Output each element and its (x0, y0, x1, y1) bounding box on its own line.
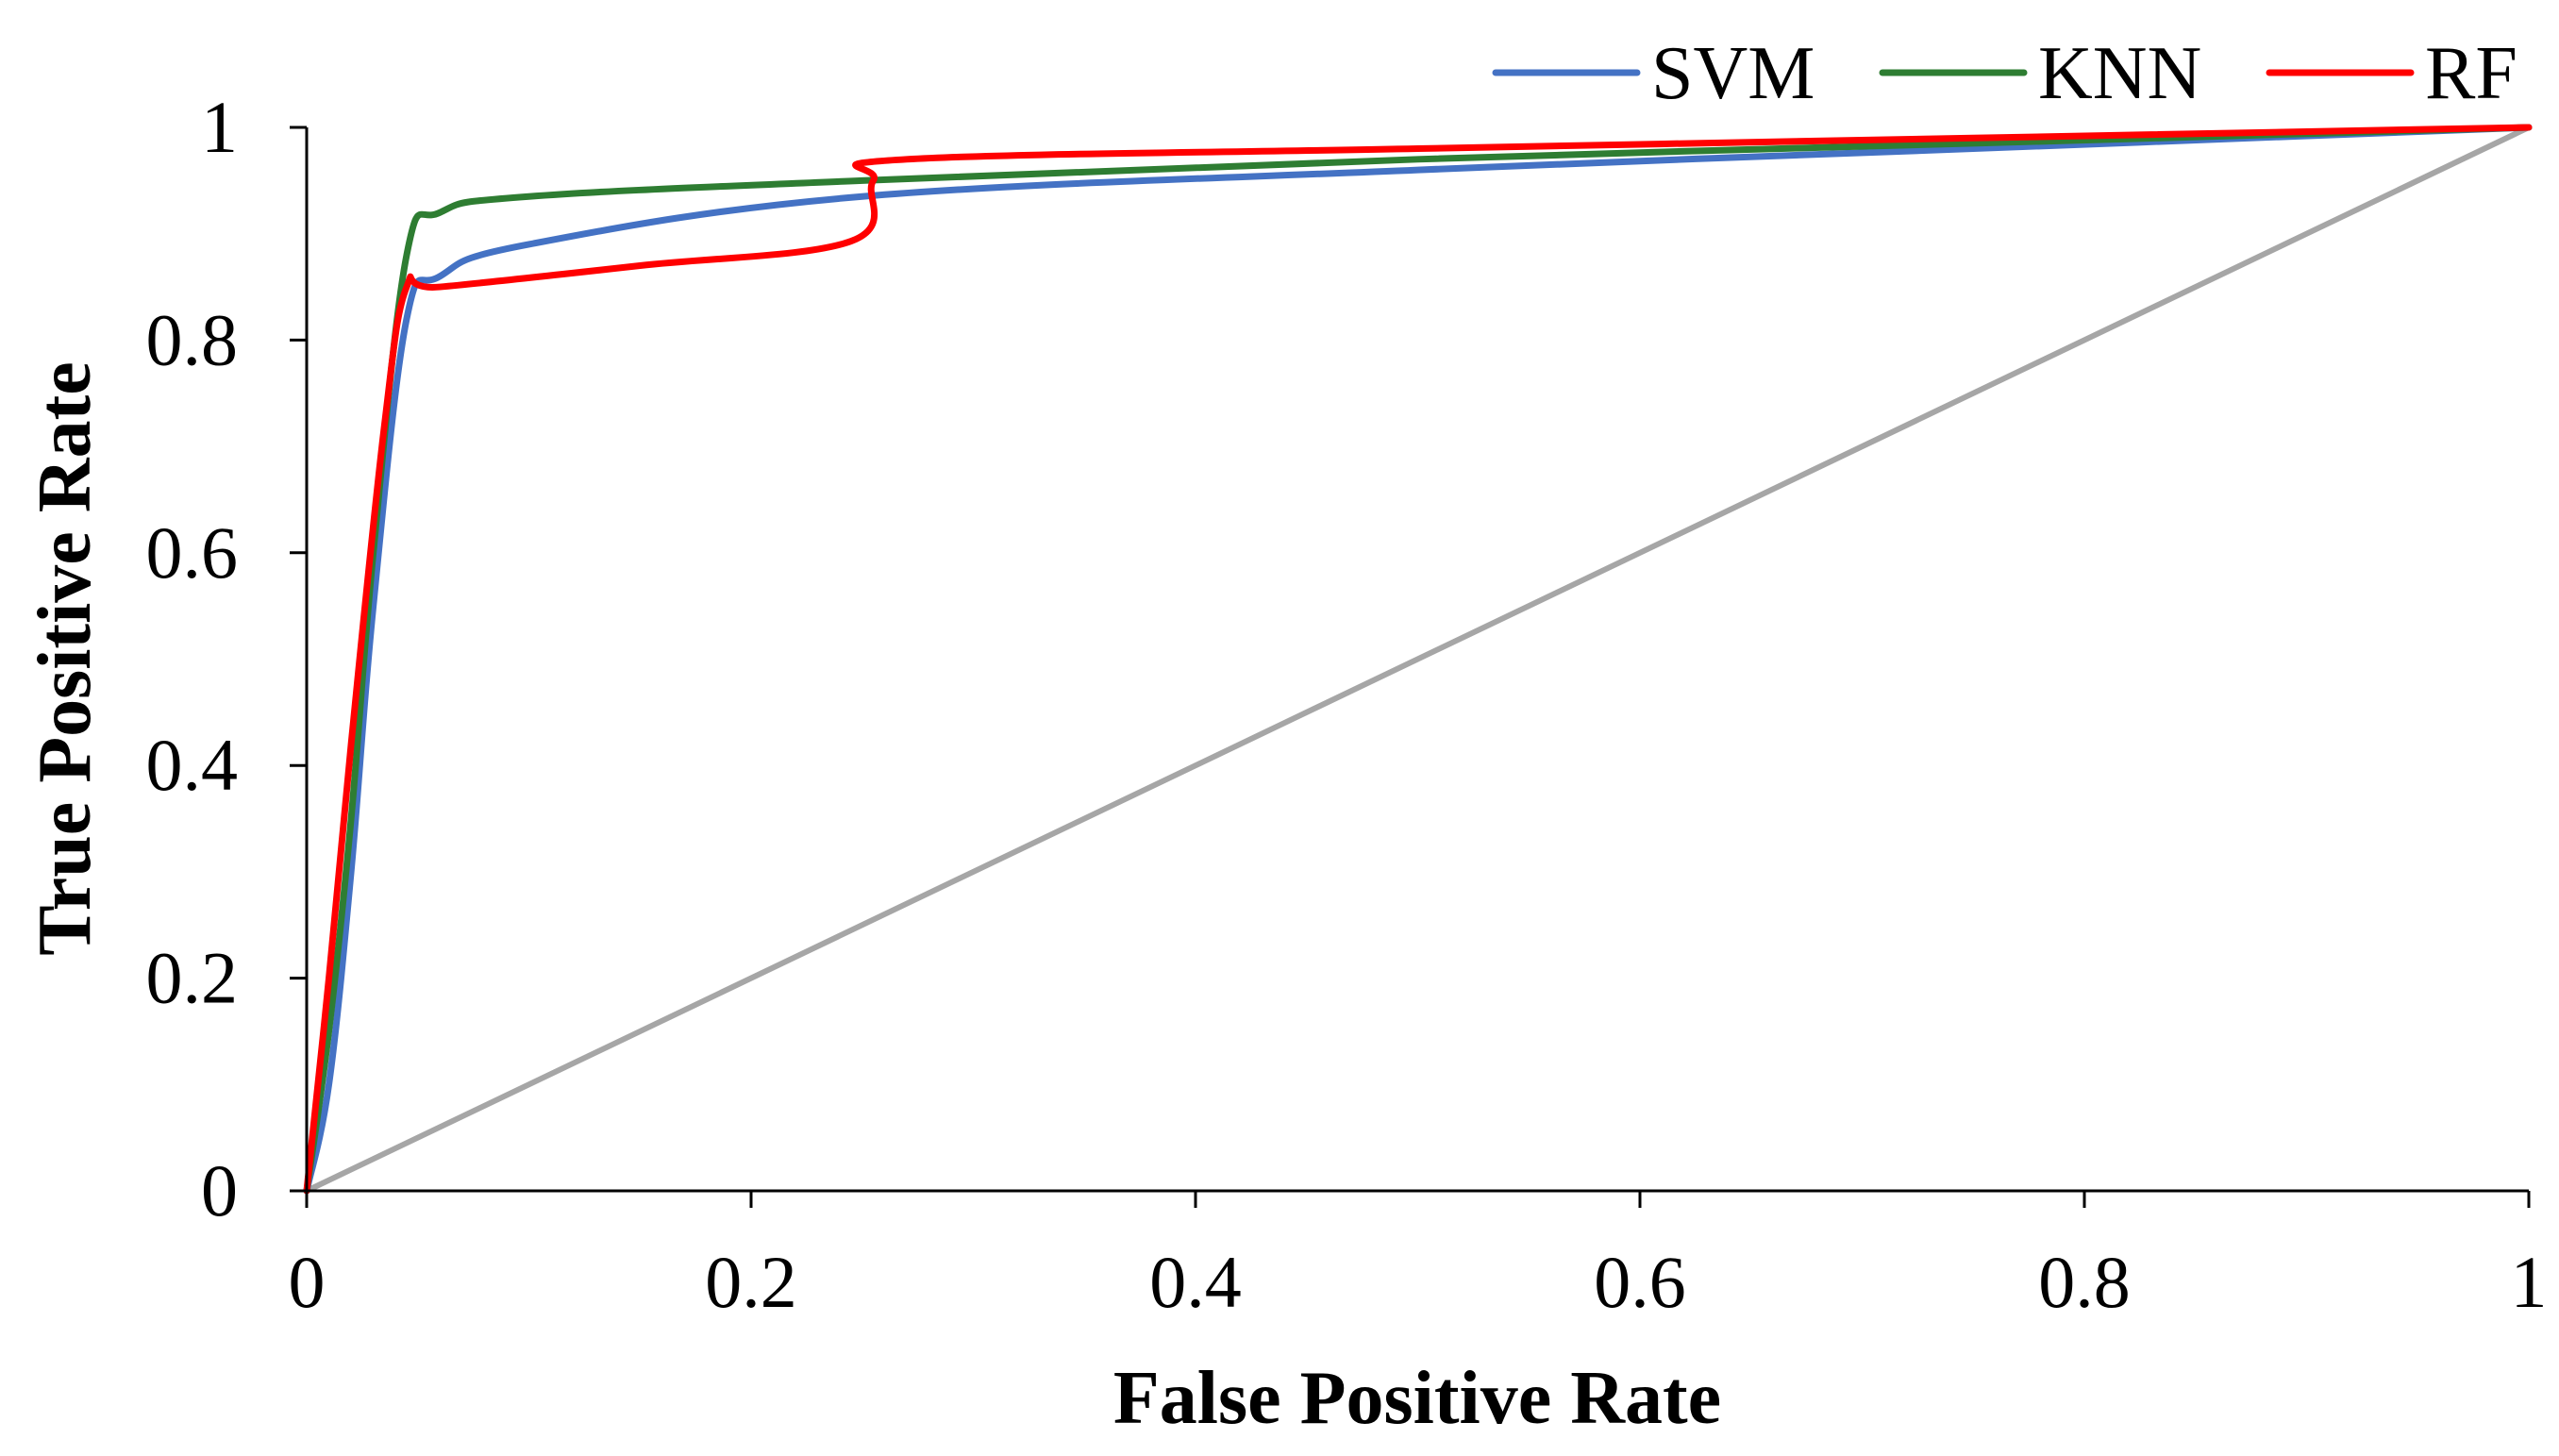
legend: SVM KNN RF (1492, 32, 2517, 115)
y-tick-label: 1 (201, 86, 238, 168)
axes (305, 127, 2529, 1193)
x-axis-title: False Positive Rate (1113, 1357, 1721, 1440)
plot-area (303, 124, 2533, 1195)
legend-label-rf: RF (2425, 32, 2517, 115)
y-tick-label: 0.6 (146, 511, 239, 594)
y-tick-label: 0.4 (146, 724, 239, 806)
x-tick-label: 0.8 (2038, 1241, 2131, 1323)
y-tick-label: 0.2 (146, 937, 239, 1019)
x-tick-label: 0 (289, 1241, 326, 1323)
y-tick-label: 0 (201, 1149, 238, 1231)
x-tick-label: 0.6 (1594, 1241, 1686, 1323)
knn-series-line (303, 124, 2533, 1195)
y-axis-title: True Positive Rate (24, 361, 107, 955)
legend-label-knn: KNN (2038, 32, 2201, 115)
y-ticks: 0 0.2 0.4 0.6 0.8 1 (146, 86, 307, 1231)
y-tick-label: 0.8 (146, 298, 239, 380)
x-tick-label: 0.2 (705, 1241, 797, 1323)
svm-series-line (303, 124, 2533, 1195)
rf-series-line (303, 124, 2533, 1195)
legend-label-svm: SVM (1651, 32, 1815, 115)
x-tick-label: 1 (2511, 1241, 2548, 1323)
diagonal-reference-line (304, 125, 2532, 1194)
x-ticks: 0 0.2 0.4 0.6 0.8 1 (289, 1191, 2548, 1323)
x-tick-label: 0.4 (1149, 1241, 1242, 1323)
